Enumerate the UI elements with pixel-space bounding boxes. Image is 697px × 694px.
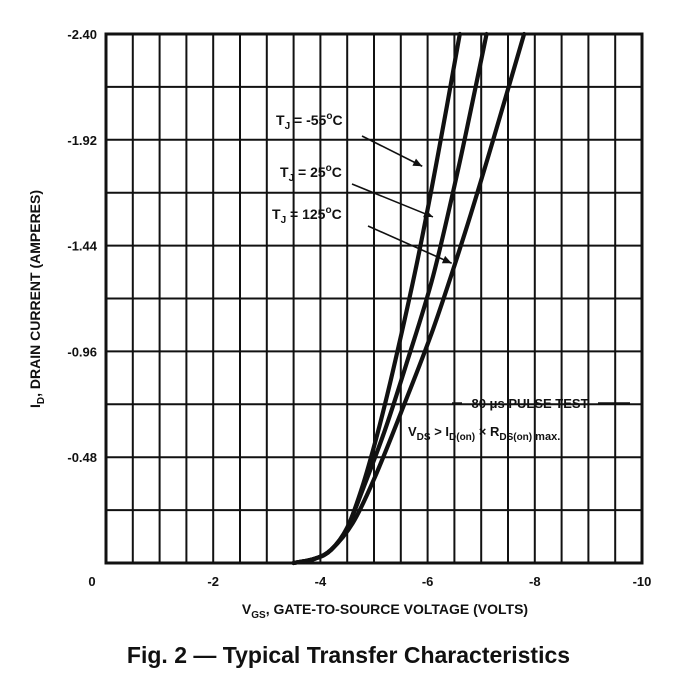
series-label-3: TJ = 125oC	[272, 205, 453, 264]
y-tick-labels: -0.48 -0.96 -1.44 -1.92 -2.40	[67, 27, 97, 465]
series-label-part: J	[289, 173, 295, 184]
y-axis-label-rest: , DRAIN CURRENT (AMPERES)	[27, 190, 43, 397]
note-op: > I	[431, 424, 449, 439]
y-tick-label: -0.48	[67, 450, 97, 465]
transfer-characteristics-chart: 0 -2 -4 -6 -8 -10 -0.48 -0.96 -1.44 -1.92 -2.40 T…	[27, 27, 651, 621]
x-axis-label-sub: GS	[251, 610, 266, 621]
note-v: V	[408, 424, 417, 439]
series-label-part: C	[332, 206, 342, 222]
series-label-part: T	[280, 164, 289, 180]
x-tick-labels: 0 -2 -4 -6 -8 -10	[88, 574, 651, 589]
x-tick-label: -8	[529, 574, 541, 589]
series-label-part: C	[332, 164, 342, 180]
series-label-part: o	[325, 205, 331, 216]
note-tail: max.	[532, 431, 560, 443]
leader-line	[367, 225, 453, 264]
leader-line	[351, 183, 434, 218]
grid	[106, 34, 642, 563]
x-tick-label: -4	[315, 574, 327, 589]
curve-125C	[291, 31, 527, 566]
note-line-2: VDS > ID(on) × RDS(on) max.	[408, 424, 560, 443]
series-label-part: = -55	[290, 112, 326, 128]
series-label-part: o	[326, 163, 332, 174]
x-tick-label: -2	[207, 574, 219, 589]
x-tick-label: -10	[633, 574, 652, 589]
figure-caption: Fig. 2 — Typical Transfer Characteristic…	[126, 642, 571, 668]
pulse-test-note: 80 μs PULSE TEST VDS > ID(on) × RDS(on) …	[408, 396, 630, 443]
x-axis-label-rest: , GATE-TO-SOURCE VOLTAGE (VOLTS)	[266, 601, 528, 617]
series-label-text: TJ = -55oC	[276, 111, 343, 132]
leader-arrowhead	[441, 255, 452, 264]
leader-arrowhead	[423, 209, 433, 218]
series-label-2: TJ = 25oC	[280, 163, 434, 218]
y-tick-label: -1.92	[67, 133, 97, 148]
series-label-part: T	[276, 112, 285, 128]
x-tick-label: 0	[88, 574, 95, 589]
curves	[291, 31, 527, 566]
x-axis-label-main: V	[242, 601, 252, 617]
leader-arrowhead	[412, 158, 423, 167]
plot-frame	[104, 32, 644, 565]
y-axis-label-sub: D	[36, 397, 47, 404]
note-i-sub: D(on)	[449, 432, 475, 443]
note-r-sub: DS(on)	[499, 432, 532, 443]
y-tick-label: -2.40	[67, 27, 97, 42]
note-line-1: 80 μs PULSE TEST	[471, 396, 588, 411]
series-label-text: TJ = 125oC	[272, 205, 342, 226]
series-label-part: J	[285, 121, 291, 132]
x-tick-label: -6	[422, 574, 434, 589]
y-tick-label: -1.44	[67, 239, 97, 254]
x-axis-label: VGS, GATE-TO-SOURCE VOLTAGE (VOLTS)	[242, 601, 528, 621]
series-label-part: C	[332, 112, 342, 128]
y-axis-label-main: I	[27, 404, 43, 408]
series-label-part: T	[272, 206, 281, 222]
series-label-text: TJ = 25oC	[280, 163, 342, 184]
series-label-part: = 25	[294, 164, 326, 180]
y-tick-label: -0.96	[67, 344, 97, 359]
note-v-sub: DS	[417, 432, 431, 443]
leader-line	[361, 135, 423, 167]
y-axis-label: ID, DRAIN CURRENT (AMPERES)	[27, 190, 47, 408]
note-mult: × R	[475, 424, 500, 439]
series-label-1: TJ = -55oC	[276, 111, 423, 167]
series-label-part: = 125	[286, 206, 326, 222]
series-label-part: o	[326, 111, 332, 122]
series-label-part: J	[281, 215, 287, 226]
